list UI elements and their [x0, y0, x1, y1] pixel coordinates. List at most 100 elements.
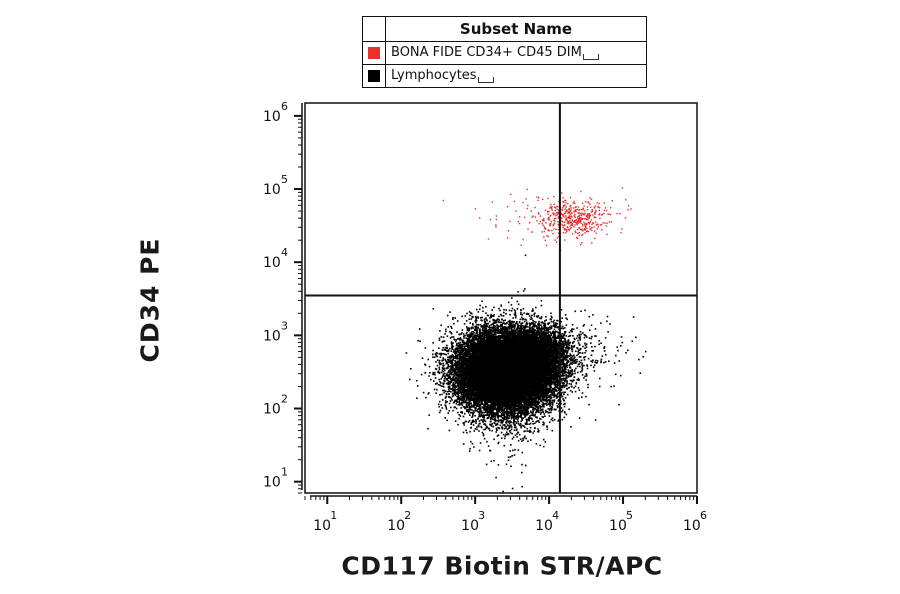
- data-point: [468, 344, 471, 347]
- data-point: [526, 430, 529, 432]
- data-point: [521, 322, 523, 324]
- legend-header-swatch-cell: [363, 17, 386, 41]
- data-point: [492, 329, 494, 332]
- data-point: [557, 370, 559, 372]
- data-point: [474, 320, 477, 322]
- data-point: [447, 364, 450, 366]
- data-point: [482, 421, 484, 424]
- data-point: [498, 441, 500, 444]
- data-point: [508, 422, 511, 425]
- data-point: [469, 371, 471, 373]
- data-point: [409, 378, 411, 381]
- legend-expand-icon: [582, 54, 599, 60]
- legend-header: Subset Name: [386, 17, 646, 41]
- data-point: [569, 379, 572, 382]
- data-point: [491, 331, 494, 333]
- legend-header-row: Subset Name: [363, 17, 646, 41]
- data-point: [499, 309, 501, 312]
- data-point: [578, 356, 581, 358]
- data-point: [557, 420, 559, 422]
- data-point: [447, 379, 449, 382]
- data-point: [472, 323, 474, 325]
- data-point: [586, 365, 589, 367]
- data-point: [449, 311, 451, 313]
- data-point: [475, 419, 477, 421]
- data-point: [550, 403, 552, 405]
- legend: Subset Name BONA FIDE CD34+ CD45 DIM Lym…: [362, 16, 647, 88]
- data-point: [562, 398, 564, 400]
- data-point: [474, 390, 476, 392]
- data-point: [499, 408, 501, 411]
- legend-item-lymphocytes: Lymphocytes: [363, 64, 646, 87]
- data-point: [507, 414, 510, 417]
- data-point: [422, 391, 425, 394]
- data-point: [473, 329, 476, 331]
- data-point: [468, 318, 471, 321]
- data-point: [445, 353, 448, 356]
- data-point: [466, 406, 468, 409]
- data-point: [570, 383, 572, 385]
- data-point: [457, 363, 460, 365]
- data-point: [432, 308, 435, 310]
- data-point: [490, 313, 492, 316]
- legend-swatch-cd34: [368, 47, 380, 59]
- data-point: [532, 396, 534, 399]
- data-point: [554, 335, 557, 338]
- data-point: [443, 340, 446, 342]
- data-point: [458, 417, 460, 420]
- data-point: [447, 386, 450, 389]
- data-point: [438, 347, 440, 349]
- data-point: [448, 402, 451, 405]
- data-point: [464, 401, 467, 403]
- data-point: [439, 330, 441, 332]
- data-point: [451, 367, 454, 370]
- data-point: [490, 316, 492, 319]
- data-point: [455, 340, 457, 343]
- data-point: [455, 399, 458, 401]
- data-point: [522, 417, 525, 419]
- data-point: [439, 384, 441, 386]
- data-point: [466, 431, 468, 434]
- data-point: [467, 421, 470, 423]
- data-point: [444, 417, 446, 419]
- data-point: [577, 377, 580, 380]
- data-point: [450, 327, 453, 329]
- data-point: [457, 423, 459, 426]
- data-point: [479, 304, 481, 307]
- data-point: [465, 402, 468, 404]
- data-point: [486, 409, 489, 412]
- data-point: [536, 420, 539, 422]
- data-point: [509, 313, 511, 316]
- data-point: [501, 406, 503, 408]
- data-point: [485, 322, 488, 325]
- data-point: [440, 352, 443, 355]
- data-point: [528, 418, 530, 421]
- data-point: [527, 400, 529, 402]
- data-point: [462, 339, 465, 342]
- data-point: [491, 422, 493, 425]
- data-point: [556, 385, 559, 387]
- data-point: [488, 325, 491, 327]
- data-point: [450, 341, 453, 343]
- data-point: [474, 410, 476, 412]
- data-point: [447, 377, 449, 379]
- data-point: [557, 391, 560, 394]
- data-point: [479, 401, 481, 403]
- data-point: [444, 358, 447, 361]
- data-point: [563, 416, 566, 419]
- data-point: [492, 334, 495, 337]
- data-point: [442, 368, 445, 370]
- data-point: [449, 356, 452, 358]
- data-point: [452, 342, 454, 344]
- data-point: [484, 420, 487, 423]
- data-point: [438, 361, 440, 364]
- data-point: [447, 367, 449, 369]
- data-point: [442, 383, 445, 386]
- data-point: [445, 330, 447, 333]
- data-point: [564, 385, 566, 387]
- data-point: [530, 316, 532, 319]
- data-point: [485, 427, 488, 429]
- data-point: [515, 415, 518, 417]
- data-point: [446, 378, 448, 380]
- data-point: [452, 336, 455, 338]
